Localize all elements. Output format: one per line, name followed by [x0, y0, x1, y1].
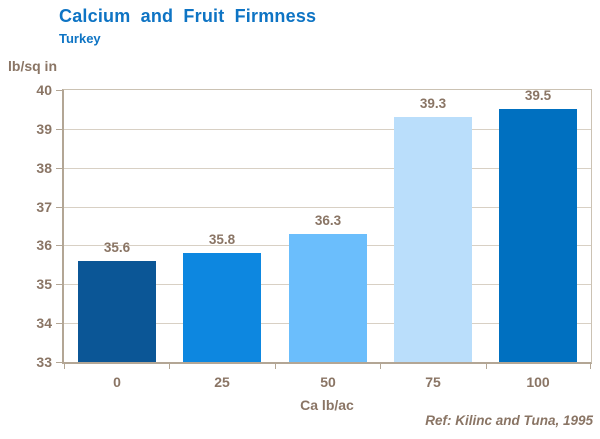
bar-value-label: 39.5 [524, 88, 552, 103]
y-axis-tick-label: 40 [36, 82, 52, 98]
y-axis-tick-label: 35 [36, 276, 52, 292]
gridline [64, 168, 591, 169]
y-axis-tick-label: 37 [36, 199, 52, 215]
y-axis-tick-mark [56, 129, 62, 130]
bar [289, 234, 367, 362]
y-axis-tick-label: 34 [36, 315, 52, 331]
x-axis-tick-mark [590, 364, 591, 369]
y-axis-tick-label: 38 [36, 160, 52, 176]
x-axis-tick-label: 75 [425, 374, 441, 390]
bar-value-label: 35.6 [103, 240, 131, 255]
x-axis-title: Ca lb/ac [300, 397, 354, 413]
bar-value-label: 36.3 [314, 213, 342, 228]
bar-value-label: 39.3 [419, 96, 447, 111]
x-axis-tick-mark [380, 364, 381, 369]
x-axis-tick-mark [169, 364, 170, 369]
y-axis-tick-mark [56, 245, 62, 246]
gridline [64, 129, 591, 130]
x-axis-tick-label: 25 [214, 374, 230, 390]
x-axis-tick-label: 100 [526, 374, 550, 390]
page-subtitle: Turkey [59, 31, 101, 46]
x-axis-tick-mark [486, 364, 487, 369]
x-axis-tick-mark [275, 364, 276, 369]
y-axis-tick-mark [56, 90, 62, 91]
bar [183, 253, 261, 362]
bar [78, 261, 156, 362]
reference-note: Ref: Kilinc and Tuna, 1995 [425, 413, 593, 428]
gridline [64, 207, 591, 208]
y-axis-tick-mark [56, 168, 62, 169]
x-axis-tick-label: 0 [113, 374, 121, 390]
x-axis-tick-label: 50 [320, 374, 336, 390]
y-axis-tick-mark [56, 323, 62, 324]
bar-value-label: 35.8 [208, 232, 236, 247]
y-axis-tick-label: 36 [36, 237, 52, 253]
y-axis-unit-label: lb/sq in [8, 58, 57, 74]
y-axis-tick-label: 39 [36, 121, 52, 137]
bar-chart-plot-area: 35.6 35.8 36.3 39.3 39.5 [62, 88, 592, 364]
y-axis-tick-mark [56, 362, 62, 363]
x-axis-tick-mark [64, 364, 65, 369]
y-axis-tick-mark [56, 284, 62, 285]
bar [394, 117, 472, 362]
bar [499, 109, 577, 362]
y-axis-tick-label: 33 [36, 354, 52, 370]
page-title: Calcium and Fruit Firmness [59, 6, 317, 26]
y-axis-tick-mark [56, 207, 62, 208]
